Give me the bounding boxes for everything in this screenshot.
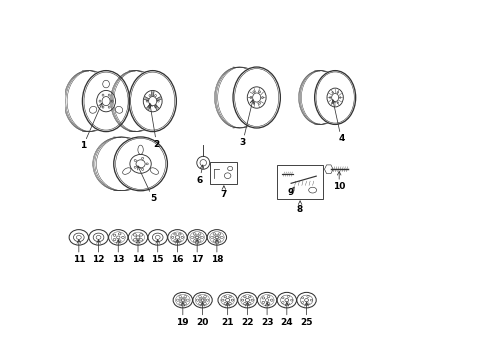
Text: 8: 8 — [296, 201, 303, 214]
Text: 14: 14 — [131, 240, 144, 264]
Text: 23: 23 — [260, 302, 273, 327]
Text: 3: 3 — [239, 100, 253, 147]
Text: 16: 16 — [171, 240, 183, 264]
Text: 20: 20 — [196, 302, 208, 327]
Bar — [276, 165, 323, 199]
Text: 12: 12 — [92, 240, 104, 264]
Text: 22: 22 — [241, 302, 253, 327]
Text: 10: 10 — [332, 171, 345, 191]
Text: 13: 13 — [112, 240, 124, 264]
Text: 9: 9 — [287, 187, 294, 197]
Text: 4: 4 — [331, 100, 344, 143]
Text: 21: 21 — [221, 302, 233, 327]
Text: 6: 6 — [196, 165, 203, 185]
Bar — [210, 162, 237, 184]
Text: 24: 24 — [280, 302, 292, 327]
Text: 18: 18 — [210, 240, 223, 264]
Text: 5: 5 — [138, 166, 156, 203]
Text: 19: 19 — [176, 302, 189, 327]
Text: 11: 11 — [72, 240, 85, 264]
Text: 7: 7 — [220, 186, 226, 199]
Text: 1: 1 — [80, 103, 102, 150]
Text: 25: 25 — [300, 302, 312, 327]
Text: 17: 17 — [190, 240, 203, 264]
Text: 15: 15 — [151, 240, 163, 264]
Text: 2: 2 — [148, 103, 160, 149]
